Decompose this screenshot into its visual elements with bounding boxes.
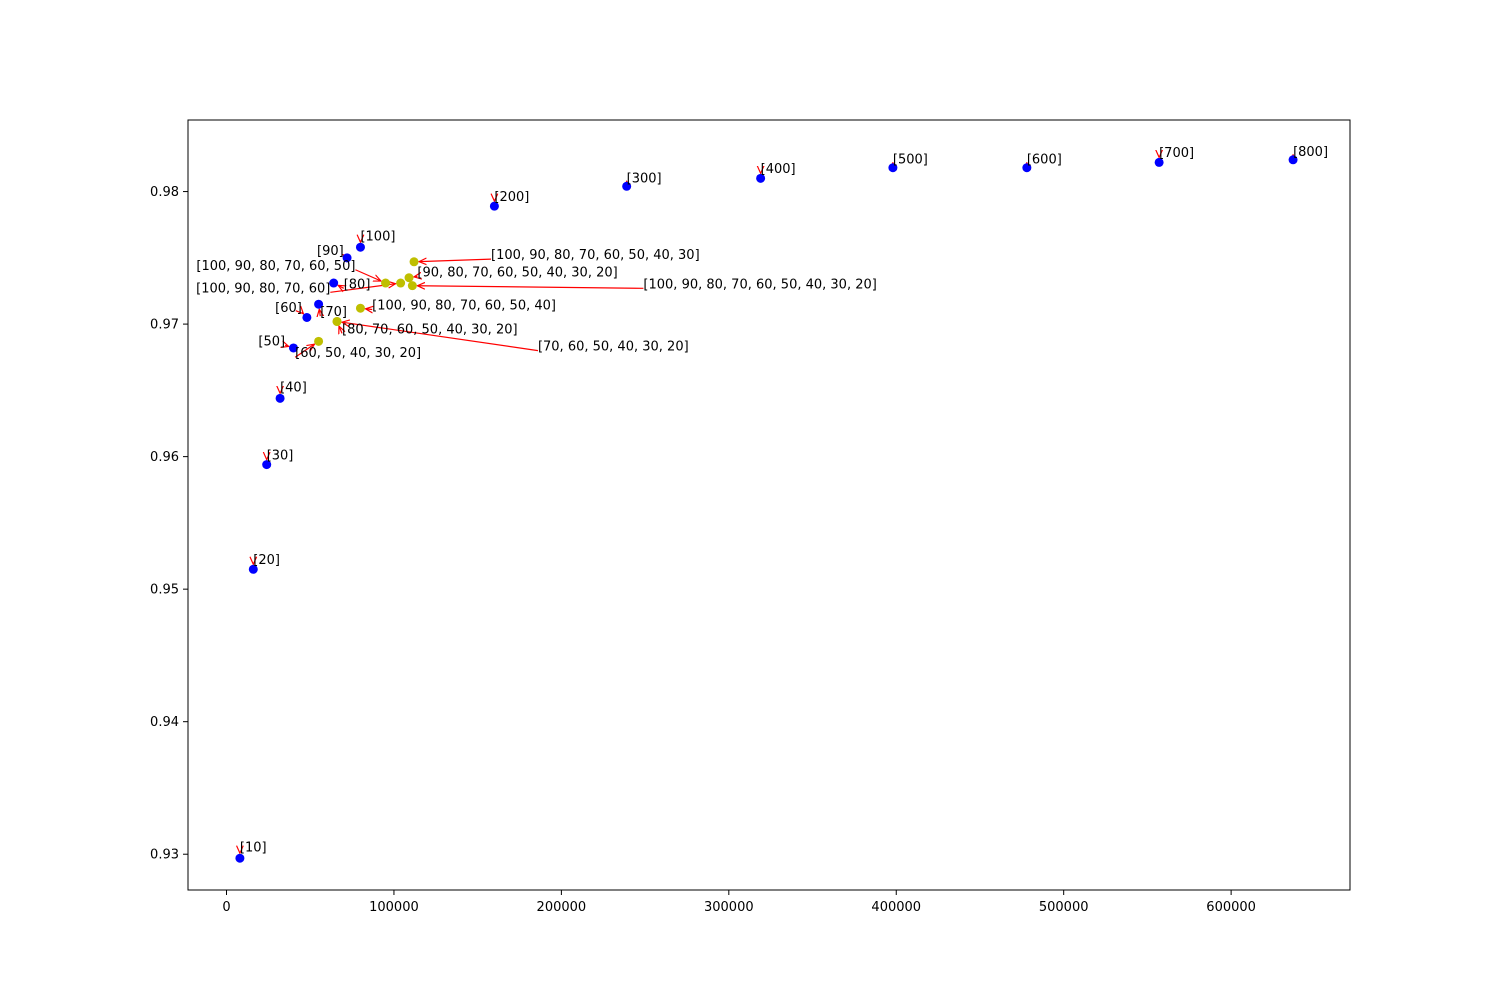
scatter-point <box>404 273 414 283</box>
scatter-point <box>381 278 391 288</box>
point-annotation-label: [40] <box>280 381 307 396</box>
point-annotation-label: [100] <box>360 230 395 245</box>
annotation-arrow <box>338 285 344 288</box>
point-annotation-label: [100, 90, 80, 70, 60] <box>196 281 330 296</box>
scatter-point <box>248 564 258 574</box>
annotation-arrow <box>302 312 304 314</box>
scatter-point <box>1154 157 1164 167</box>
scatter-point <box>396 278 406 288</box>
plot-area-frame <box>187 119 1351 891</box>
annotation-arrow <box>285 345 289 346</box>
y-axis: 0.93 0.94 0.95 0.96 0.97 0.98 <box>150 185 188 863</box>
annotation-arrow <box>342 322 539 352</box>
scatter-point <box>262 460 272 470</box>
point-annotation-label: [200] <box>494 190 529 205</box>
scatter-point <box>314 336 324 346</box>
scatter-point <box>235 853 245 863</box>
annotation-labels: [10][20][30][40][50][60] [70][80][90][100… <box>196 145 1328 856</box>
data-points <box>235 155 1298 863</box>
scatter-point <box>888 163 898 173</box>
point-annotation-label: [10] <box>240 841 267 856</box>
scatter-point <box>314 299 324 309</box>
y-tick-label: 0.96 <box>150 450 179 465</box>
point-annotation-label: [500] <box>893 153 928 168</box>
y-tick-label: 0.95 <box>150 583 179 598</box>
x-tick-label: 500000 <box>1039 900 1089 915</box>
scatter-point <box>1288 155 1298 165</box>
x-axis: 0 100000 200000 300000 400000 500000 600000 <box>222 890 1256 915</box>
scatter-point <box>288 343 298 353</box>
scatter-point <box>329 278 339 288</box>
annotation-arrow <box>414 276 417 277</box>
y-tick-label: 0.98 <box>150 185 179 200</box>
point-annotation-label: [100, 90, 80, 70, 60, 50, 40] <box>372 299 556 314</box>
point-annotation-label: [800] <box>1293 145 1328 160</box>
annotation-arrows <box>240 155 1293 853</box>
scatter-point <box>1022 163 1032 173</box>
y-tick-label: 0.93 <box>150 848 179 863</box>
scatter-point <box>302 312 312 322</box>
point-annotation-label: [50] <box>258 334 285 349</box>
scatter-point <box>489 201 499 211</box>
point-annotation-label: [700] <box>1159 146 1194 161</box>
annotation-arrow <box>294 344 314 358</box>
x-tick-label: 400000 <box>871 900 921 915</box>
annotation-arrow <box>417 286 644 289</box>
point-annotation-label: [100, 90, 80, 70, 60, 50] <box>196 259 355 274</box>
scatter-point <box>355 303 365 313</box>
x-tick-label: 300000 <box>704 900 754 915</box>
annotation-arrow <box>365 309 372 310</box>
annotation-arrow <box>319 309 320 316</box>
point-annotation-label: [80] <box>344 277 371 292</box>
scatter-point <box>275 393 285 403</box>
point-annotation-label: [80, 70, 60, 50, 40, 30, 20] <box>342 322 518 337</box>
point-annotation-label: [100, 90, 80, 70, 60, 50, 40, 30] <box>491 248 700 263</box>
annotation-arrow <box>419 259 492 261</box>
y-tick-label: 0.97 <box>150 318 179 333</box>
scatter-point <box>355 242 365 252</box>
point-annotation-label: [100, 90, 80, 70, 60, 50, 40, 30, 20] <box>643 277 876 292</box>
point-annotation-label: [70, 60, 50, 40, 30, 20] <box>538 340 689 355</box>
point-annotation-label: [60, 50, 40, 30, 20] <box>295 346 421 361</box>
annotation-arrow <box>339 326 342 333</box>
scatter-point <box>409 257 419 267</box>
x-tick-label: 600000 <box>1206 900 1256 915</box>
point-annotation-label: [300] <box>627 171 662 186</box>
scatter-point <box>342 253 352 263</box>
x-tick-label: 200000 <box>537 900 587 915</box>
scatter-point <box>407 281 417 291</box>
point-annotation-label: [90, 80, 70, 60, 50, 40, 30, 20] <box>417 265 617 280</box>
x-tick-label: 100000 <box>369 900 419 915</box>
scatter-point <box>332 316 342 326</box>
annotation-arrow <box>355 269 381 281</box>
point-annotation-label: [70] <box>320 305 347 320</box>
point-annotation-label: [600] <box>1027 153 1062 168</box>
point-annotation-label: [60] <box>275 301 302 316</box>
point-annotation-label: [90] <box>317 244 344 259</box>
point-annotation-label: [20] <box>253 553 280 568</box>
x-tick-label: 0 <box>222 900 230 915</box>
scatter-point <box>622 181 632 191</box>
scatter-point <box>756 173 766 183</box>
point-annotation-label: [400] <box>761 162 796 177</box>
y-tick-label: 0.94 <box>150 715 179 730</box>
point-annotation-label: [30] <box>267 448 294 463</box>
